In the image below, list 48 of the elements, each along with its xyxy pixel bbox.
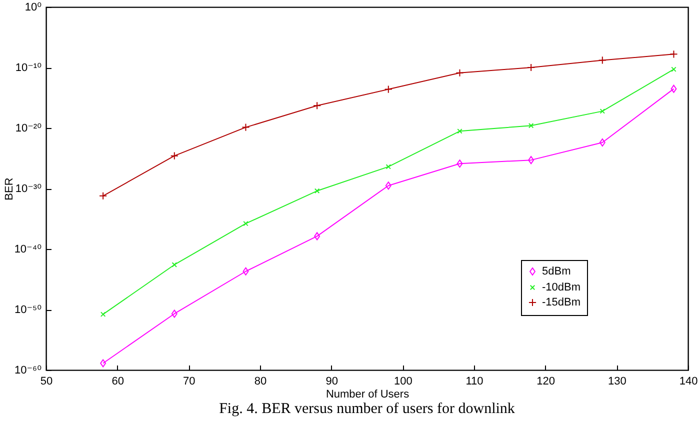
- x-tick-label: 110: [466, 376, 484, 388]
- point: [243, 220, 248, 226]
- point: [600, 108, 606, 114]
- point: [171, 310, 178, 318]
- point: [670, 84, 677, 93]
- point: [314, 188, 320, 194]
- point: [598, 56, 606, 64]
- x-tick-label: 140: [679, 376, 698, 388]
- point: [100, 359, 106, 368]
- point: [99, 192, 108, 200]
- point: [385, 182, 392, 190]
- x-tick-label: 80: [254, 376, 267, 388]
- point: [314, 232, 320, 240]
- point: [242, 123, 250, 132]
- point: [528, 122, 534, 128]
- point: [313, 102, 322, 110]
- y-tick-label: 10⁻⁶⁰: [14, 364, 42, 376]
- legend-label: -15dBm: [542, 296, 581, 308]
- point: [170, 152, 178, 160]
- x-tick-label: 60: [112, 376, 124, 388]
- y-tick-label: 10⁻²⁰: [15, 122, 42, 134]
- y-tick-label: 10⁻⁵⁰: [14, 304, 42, 316]
- point: [457, 128, 462, 134]
- point: [456, 68, 464, 77]
- legend-label: 5dBm: [542, 266, 571, 278]
- x-tick-label: 120: [536, 376, 556, 388]
- point: [527, 63, 536, 72]
- point: [384, 85, 392, 94]
- x-tick-label: 50: [40, 376, 53, 388]
- y-tick-label: 10⁻¹⁰: [15, 62, 42, 74]
- point: [456, 160, 463, 168]
- y-axis-title: BER: [3, 178, 16, 200]
- x-tick-label: 130: [608, 376, 626, 388]
- y-tick-label: 10⁻³⁰: [15, 183, 42, 195]
- x-tick-label: 100: [394, 376, 412, 388]
- x-axis-title: Number of Users: [326, 388, 410, 400]
- legend-label: -10dBm: [542, 282, 581, 294]
- point: [242, 267, 249, 276]
- caption: Fig. 4. BER versus number of users for downlink: [219, 401, 516, 417]
- point: [528, 156, 534, 164]
- point: [172, 262, 178, 268]
- y-tick-label: 10⁰: [24, 2, 42, 14]
- point: [670, 50, 678, 58]
- x-tick-label: 70: [183, 376, 196, 388]
- point: [386, 164, 392, 170]
- x-tick-label: 90: [326, 376, 338, 388]
- y-tick-label: 10⁻⁴⁰: [14, 244, 42, 256]
- point: [599, 138, 606, 147]
